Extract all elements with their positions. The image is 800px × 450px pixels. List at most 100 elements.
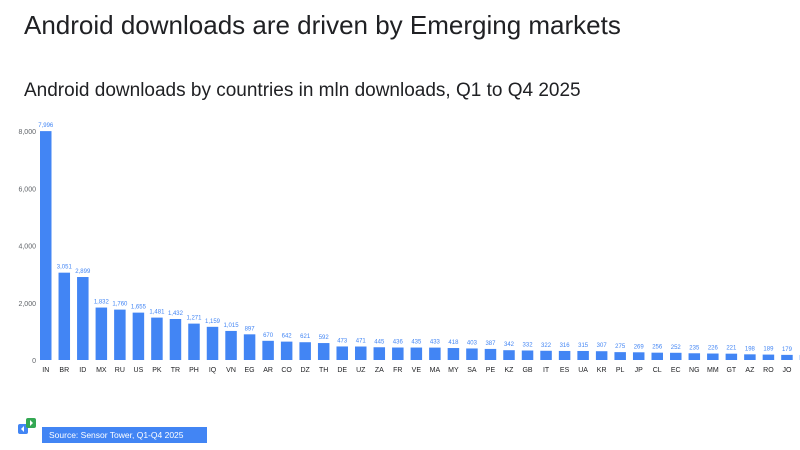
bar-mx [95, 307, 108, 360]
bar-th [317, 343, 330, 360]
x-tick-label: GT [726, 367, 736, 374]
bar-es [558, 350, 571, 360]
value-label: 1,832 [94, 300, 110, 306]
bar-in [40, 131, 52, 360]
bar-pe [484, 348, 497, 360]
x-tick-label: JO [782, 367, 792, 374]
value-label: 471 [356, 339, 367, 345]
value-label: 1,159 [205, 319, 221, 325]
bar-br [58, 272, 71, 360]
value-label: 1,271 [186, 316, 202, 322]
y-tick-label: 2,000 [18, 301, 36, 308]
x-tick-label: BR [59, 367, 69, 374]
x-tick-label: GB [522, 367, 532, 374]
value-label: 473 [337, 338, 348, 344]
bar-co [280, 341, 293, 360]
x-tick-label: ES [560, 367, 570, 374]
value-label: 403 [467, 340, 478, 346]
bar-my [447, 348, 460, 360]
y-tick-label: 0 [32, 358, 36, 365]
bar-sa [466, 348, 478, 360]
x-tick-label: IQ [209, 367, 217, 374]
value-label: 670 [263, 333, 274, 339]
x-tick-label: TR [171, 367, 180, 374]
x-tick-label: MY [448, 367, 459, 374]
x-tick-label: IN [42, 367, 49, 374]
value-label: 1,432 [168, 311, 184, 317]
bar-tr [169, 319, 182, 360]
bar-ng [688, 353, 701, 360]
x-tick-label: MA [430, 367, 441, 374]
value-label: 226 [708, 346, 719, 352]
value-label: 332 [523, 342, 534, 348]
value-label: 179 [782, 347, 793, 353]
x-tick-label: MX [96, 367, 107, 374]
y-tick-label: 4,000 [18, 244, 36, 251]
x-tick-label: PL [616, 367, 625, 374]
x-tick-label: KZ [505, 367, 515, 374]
value-label: 435 [411, 340, 422, 346]
bar-uz [355, 346, 367, 360]
bar-ua [577, 350, 589, 360]
y-tick-label: 6,000 [18, 186, 36, 193]
x-tick-label: ZA [375, 367, 384, 374]
value-label: 198 [745, 346, 756, 352]
bar-ma [429, 347, 441, 360]
bar-kz [503, 350, 515, 360]
bars [40, 131, 800, 360]
x-tick-label: VN [226, 367, 236, 374]
value-label: 621 [300, 334, 311, 340]
value-label: 3,051 [57, 265, 73, 271]
bar-dz [299, 342, 311, 360]
value-label: 1,760 [112, 302, 128, 308]
bar-iq [206, 326, 219, 360]
bar-mm [707, 353, 719, 360]
x-tick-label: DZ [300, 367, 310, 374]
x-tick-label: VE [412, 367, 422, 374]
x-tick-label: TH [319, 367, 328, 374]
bar-gb [521, 350, 534, 360]
value-label: 322 [541, 343, 552, 349]
value-label: 307 [597, 343, 608, 349]
bar-us [132, 312, 145, 360]
value-label: 1,015 [224, 323, 240, 329]
value-label: 1,655 [131, 305, 147, 311]
bar-ve [410, 347, 423, 360]
x-tick-label: NG [689, 367, 700, 374]
x-tick-label: CO [281, 367, 292, 374]
value-label: 433 [430, 340, 441, 346]
x-tick-label: ID [79, 367, 86, 374]
slide-title: Android downloads are driven by Emerging… [24, 10, 621, 40]
value-label: 642 [282, 334, 293, 340]
x-tick-label: SA [467, 367, 477, 374]
bar-it [540, 350, 552, 360]
bar-pl [614, 352, 626, 360]
value-label: 316 [560, 343, 571, 349]
x-tick-label: AR [263, 367, 273, 374]
bar-id [77, 277, 89, 360]
x-axis: IN BR ID MX RU US PK TR PH IQ VN EG AR CO DZ TH DE UZ ZA FR… [42, 367, 792, 374]
value-label: 445 [374, 339, 385, 345]
bar-vn [225, 330, 237, 360]
x-tick-label: EG [245, 367, 255, 374]
value-label: 436 [393, 340, 404, 346]
bar-jp [632, 352, 645, 360]
x-tick-label: US [134, 367, 144, 374]
value-label: 235 [689, 345, 700, 351]
value-label: 189 [763, 347, 774, 353]
x-tick-label: IT [543, 367, 550, 374]
y-tick-label: 8,000 [18, 129, 36, 136]
x-tick-label: UA [578, 367, 588, 374]
x-tick-label: FR [393, 367, 402, 374]
x-tick-label: CL [653, 367, 662, 374]
bar-de [336, 346, 348, 360]
value-label: 2,899 [75, 269, 91, 275]
x-tick-label: PE [486, 367, 496, 374]
bar-ru [114, 309, 126, 360]
bar-fr [392, 347, 404, 360]
bar-eg [243, 334, 256, 360]
bar-pk [151, 317, 163, 360]
x-tick-label: RU [115, 367, 125, 374]
bar-ph [188, 323, 200, 360]
